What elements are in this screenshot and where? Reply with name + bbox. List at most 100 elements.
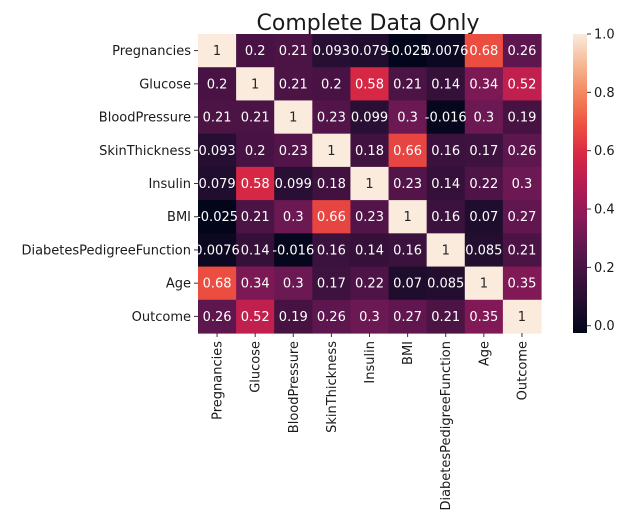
- heatmap-cell: [274, 233, 313, 268]
- heatmap-cell: [388, 34, 428, 68]
- heatmap-value-label: 0.14: [431, 77, 460, 92]
- heatmap-cell: [350, 200, 390, 234]
- heatmap-cell: [274, 166, 313, 201]
- row-tick-label: BMI: [167, 210, 191, 225]
- heatmap-cell: [388, 266, 428, 301]
- heatmap-value-label: 0.16: [431, 210, 460, 225]
- heatmap-value-label: 0.21: [241, 111, 270, 126]
- heatmap-cell: [388, 200, 428, 234]
- heatmap-value-label: 0.14: [431, 177, 460, 192]
- heatmap-value-label: 0.07: [469, 210, 498, 225]
- colorbar-tick-label: 0.4: [594, 203, 615, 218]
- colorbar-tick-label: 1.0: [594, 28, 615, 43]
- heatmap-value-label: 0.35: [469, 310, 498, 325]
- heatmap-value-label: 0.23: [279, 144, 308, 159]
- heatmap-cell: [426, 200, 466, 234]
- heatmap-value-label: 0.3: [512, 177, 533, 192]
- heatmap-cell: [464, 133, 504, 168]
- heatmap-value-label: 0.093: [198, 144, 235, 159]
- heatmap-value-label: 1: [365, 177, 373, 192]
- column-tick-label: DiabetesPedigreeFunction: [439, 341, 454, 511]
- heatmap-value-label: 0.18: [355, 144, 384, 159]
- heatmap-value-label: -0.016: [425, 111, 467, 126]
- heatmap-value-label: 1: [289, 111, 297, 126]
- heatmap-cell: [274, 133, 313, 168]
- heatmap-value-label: 0.23: [393, 177, 422, 192]
- heatmap-cell: [236, 233, 275, 268]
- heatmap-cell: [464, 34, 504, 68]
- heatmap-value-label: 1: [442, 243, 450, 258]
- heatmap-cell: [426, 34, 466, 68]
- heatmap-value-label: 0.21: [203, 111, 232, 126]
- heatmap-value-label: 0.0076: [423, 44, 469, 59]
- heatmap-value-label: -0.025: [387, 44, 429, 59]
- heatmap-cell: [312, 200, 352, 234]
- heatmap-cell: [198, 100, 237, 135]
- heatmap-cell: [312, 100, 352, 135]
- heatmap-cell: [236, 299, 275, 334]
- heatmap-cell: [426, 100, 466, 135]
- heatmap-cell: [388, 166, 428, 201]
- heatmap-cell: [502, 166, 542, 201]
- heatmap-value-label: 0.3: [397, 111, 418, 126]
- heatmap-cell: [198, 266, 237, 301]
- heatmap-value-label: 0.58: [355, 77, 384, 92]
- heatmap-cell: [388, 133, 428, 168]
- heatmap-cell: [350, 67, 390, 102]
- heatmap-cell: [198, 67, 237, 102]
- heatmap-cell: [312, 233, 352, 268]
- heatmap-cell: [502, 233, 542, 268]
- row-tick-label: Age: [166, 277, 191, 292]
- heatmap-cell: [312, 67, 352, 102]
- row-tick-label: Insulin: [148, 177, 191, 192]
- heatmap-value-label: 1: [327, 144, 335, 159]
- heatmap-cell: [426, 67, 466, 102]
- heatmap-value-label: 0.099: [275, 177, 312, 192]
- heatmap-value-label: 0.16: [431, 144, 460, 159]
- heatmap-cell: [198, 200, 237, 234]
- heatmap-cell: [426, 299, 466, 334]
- heatmap-value-label: 0.079: [198, 177, 235, 192]
- heatmap-cell: [350, 233, 390, 268]
- heatmap-value-label: 0.21: [241, 210, 270, 225]
- heatmap-cell: [236, 166, 275, 201]
- heatmap-cell: [502, 200, 542, 234]
- heatmap-cell: [464, 299, 504, 334]
- column-tick-labels: Pregnancies Glucose BloodPressure SkinThick…: [211, 333, 530, 511]
- heatmap-value-label: 0.093: [313, 44, 350, 59]
- heatmap-value-label: 0.34: [241, 277, 270, 292]
- heatmap-value-label: 0.16: [393, 243, 422, 258]
- heatmap-value-label: 0.0076: [194, 243, 240, 258]
- heatmap-value-label: 0.27: [507, 210, 536, 225]
- heatmap-cell: [502, 133, 542, 168]
- heatmap-cell: [388, 67, 428, 102]
- heatmap-cell: [236, 67, 275, 102]
- heatmap-value-label: 0.18: [317, 177, 346, 192]
- column-tick-label: BloodPressure: [287, 341, 302, 433]
- row-tick-label: Glucose: [139, 77, 191, 92]
- heatmap-value-label: 0.19: [279, 310, 308, 325]
- heatmap-value-label: 0.2: [245, 144, 266, 159]
- heatmap-cell: [312, 166, 352, 201]
- heatmap-cell: [236, 100, 275, 135]
- heatmap-value-label: 0.079: [351, 44, 388, 59]
- chart-title: Complete Data Only: [257, 11, 480, 36]
- colorbar-tick-label: 0.6: [594, 144, 615, 159]
- heatmap-cell: [236, 200, 275, 234]
- heatmap-value-label: 0.68: [203, 277, 232, 292]
- column-tick-label: Age: [477, 341, 492, 366]
- heatmap-cell: [502, 266, 542, 301]
- heatmap-cell: [426, 166, 466, 201]
- heatmap-value-label: 0.68: [469, 44, 498, 59]
- heatmap-value-label: 0.3: [473, 111, 494, 126]
- heatmap-value-label: 0.14: [355, 243, 384, 258]
- heatmap-value-label: 0.66: [393, 144, 422, 159]
- heatmap-value-label: 0.34: [469, 77, 498, 92]
- heatmap-value-label: 0.26: [507, 144, 536, 159]
- heatmap-cell: [426, 266, 466, 301]
- heatmap-value-label: -0.016: [272, 243, 314, 258]
- heatmap-value-label: 0.58: [241, 177, 270, 192]
- heatmap-value-label: 0.23: [355, 210, 384, 225]
- heatmap-value-label: 0.14: [241, 243, 270, 258]
